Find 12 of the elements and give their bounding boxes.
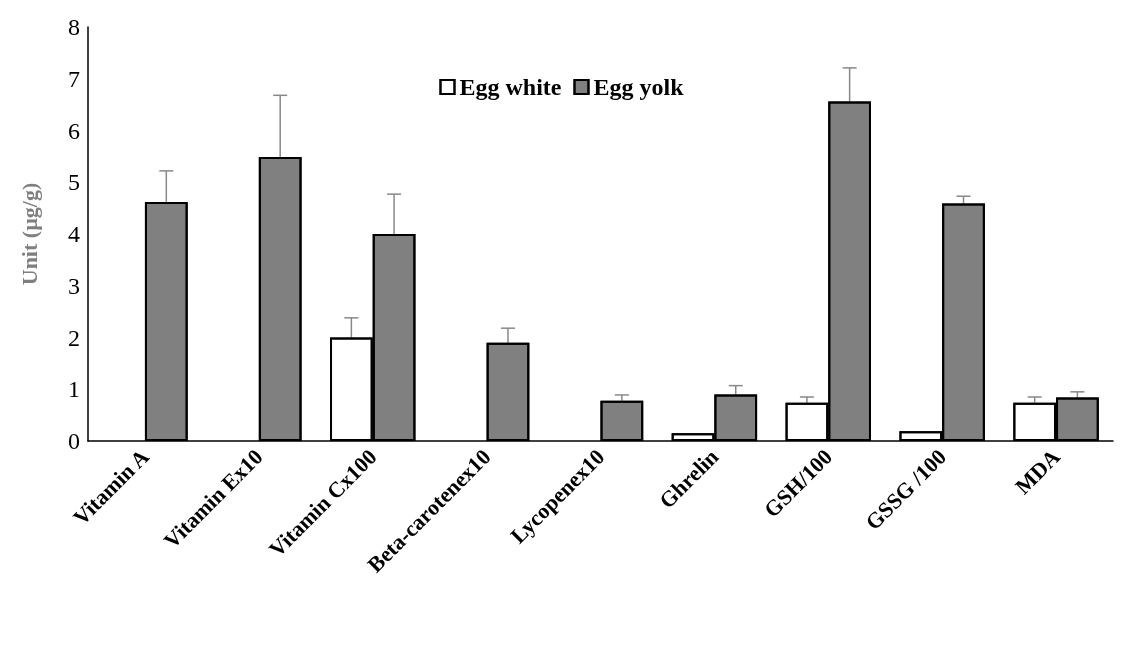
y-tick-label: 7	[68, 65, 80, 92]
y-axis-title: Unit (µg/g)	[16, 182, 42, 286]
legend-label: Egg yolk	[593, 74, 685, 100]
y-tick-label: 0	[68, 428, 80, 454]
y-tick-label: 6	[68, 117, 80, 144]
legend-label: Egg white	[459, 74, 562, 100]
y-tick-label: 3	[68, 272, 80, 299]
y-tick-label: 2	[68, 324, 80, 351]
y-tick-label: 1	[68, 376, 80, 403]
y-tick-label: 5	[68, 169, 80, 196]
y-tick-label: 8	[68, 14, 80, 40]
y-tick-label: 4	[68, 221, 80, 247]
